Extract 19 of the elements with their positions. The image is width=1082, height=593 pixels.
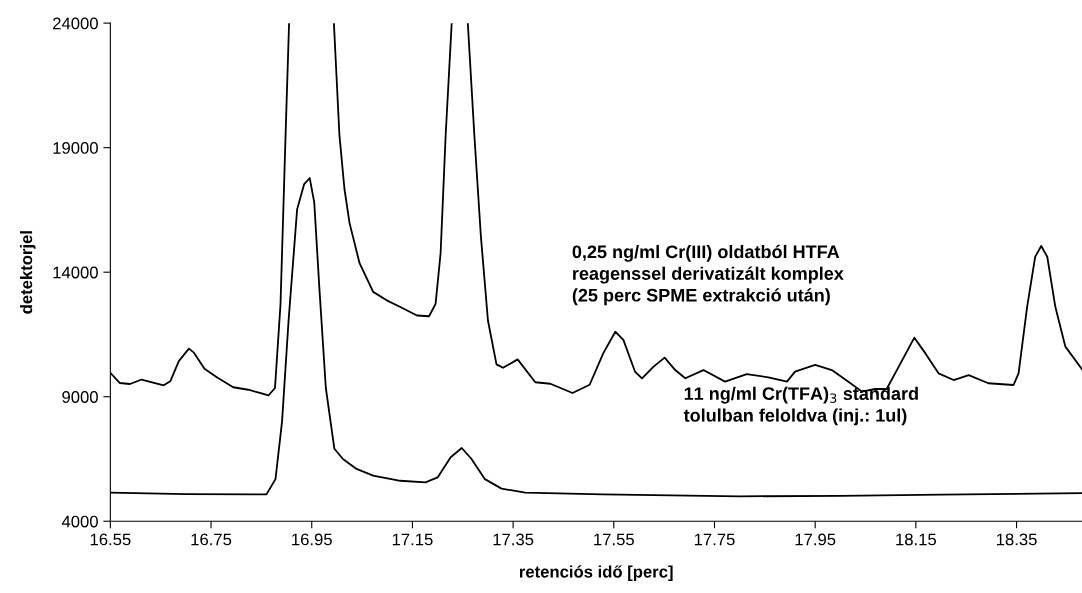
- y-tick-label: 24000: [53, 17, 98, 30]
- y-axis-title: detektorjel: [20, 231, 36, 314]
- x-tick-label: 17.75: [694, 533, 735, 546]
- x-tick-label: 18.15: [896, 533, 937, 546]
- x-axis-title: retenciós idő [perc]: [519, 565, 673, 581]
- x-tick-label: 17.35: [493, 533, 534, 546]
- x-tick-label: 17.95: [795, 533, 836, 546]
- x-tick-label: 17.55: [594, 533, 634, 546]
- y-tick-label: 4000: [61, 515, 98, 528]
- y-tick-label: 9000: [62, 391, 98, 403]
- y-tick-label: 19000: [53, 142, 98, 154]
- x-tick-label: 18.35: [996, 533, 1037, 546]
- x-tick-label: 16.95: [292, 533, 332, 546]
- annotation: 11 ng/ml Cr(TFA)$_{3}$ standard tolulban feloldva (inj.: 1ul): [683, 386, 918, 426]
- x-tick-label: 17.15: [392, 533, 433, 546]
- y-tick-label: 14000: [53, 266, 98, 279]
- x-tick-label: 16.75: [191, 533, 232, 546]
- x-tick-label: 16.55: [90, 533, 131, 546]
- annotation: 0,25 ng/ml Cr(III) oldatból HTFA reagenssel derivatizált komplex (25 perc SPME extrakció után): [572, 244, 844, 306]
